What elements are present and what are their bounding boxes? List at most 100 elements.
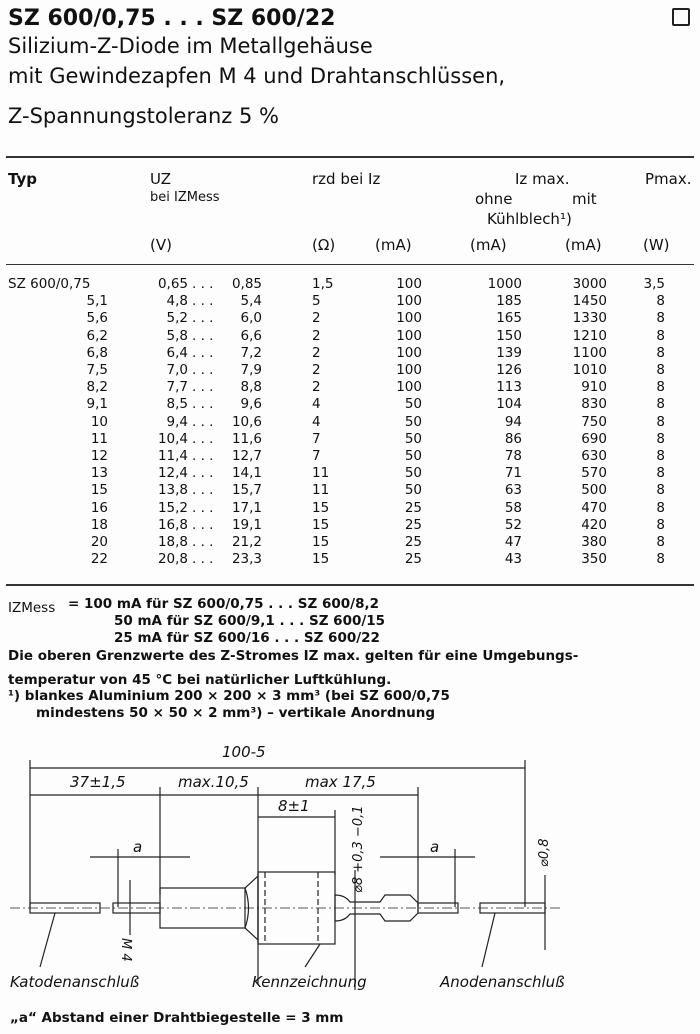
cell-pmax: 8 xyxy=(656,327,665,344)
cell-typ: 5,1 xyxy=(86,293,108,310)
cell-pmax: 8 xyxy=(656,362,665,378)
cell-ohne: 1000 xyxy=(487,276,522,292)
cell-sep: . . . xyxy=(192,327,214,344)
cell-mit: 470 xyxy=(581,499,607,516)
cell-sep: . . . xyxy=(192,379,214,396)
cell-rzd: 11 xyxy=(312,465,330,482)
cell-uz-max: 11,6 xyxy=(231,430,262,447)
cell-uz-min: 18,8 xyxy=(157,534,188,550)
footnote-2: mindestens 50 × 50 × 2 mm³) – vertikale … xyxy=(36,705,435,721)
cell-iz: 100 xyxy=(396,276,422,292)
cell-uz-max: 6,6 xyxy=(240,327,262,344)
cell-pmax: 8 xyxy=(656,430,665,447)
cell-uz-max: 7,2 xyxy=(240,344,262,361)
cell-ohne: 71 xyxy=(504,465,522,482)
dim-total: 100-5 xyxy=(222,743,266,761)
cell-iz: 100 xyxy=(396,293,422,310)
checkbox-icon xyxy=(672,8,690,26)
cell-ohne: 185 xyxy=(496,293,522,310)
cell-mit: 1450 xyxy=(572,293,607,310)
cell-ohne: 104 xyxy=(496,396,522,413)
cell-typ: 6,8 xyxy=(86,344,108,361)
cell-ohne: 78 xyxy=(504,448,522,464)
cell-uz-min: 5,8 xyxy=(166,327,188,344)
dim-a-left: a xyxy=(133,838,142,856)
unit-v: (V) xyxy=(150,236,172,254)
cell-rzd: 11 xyxy=(312,482,330,499)
cell-uz-min: 9,4 xyxy=(166,413,188,430)
cell-rzd: 4 xyxy=(312,413,321,430)
cell-pmax: 8 xyxy=(656,396,665,413)
cell-pmax: 8 xyxy=(656,413,665,430)
cell-ohne: 47 xyxy=(504,534,522,550)
cell-uz-min: 13,8 xyxy=(157,482,188,499)
cell-uz-min: 7,0 xyxy=(166,362,188,378)
dimension-drawing: 100-5 37±1,5 max.10,5 max 17,5 8±1 a a M… xyxy=(10,743,565,991)
cell-uz-max: 17,1 xyxy=(231,499,262,516)
cell-typ: 6,2 xyxy=(86,327,108,344)
label-kennzeichnung: Kennzeichnung xyxy=(252,973,367,991)
cell-uz-min: 12,4 xyxy=(157,465,188,482)
cell-iz: 25 xyxy=(404,534,422,550)
cell-ohne: 63 xyxy=(504,482,522,499)
cell-rzd: 2 xyxy=(312,362,321,378)
header-uz-sub: bei IZMess xyxy=(150,190,220,205)
note-para-1: Die oberen Grenzwerte des Z-Stromes IZ m… xyxy=(8,648,579,664)
cell-mit: 350 xyxy=(581,551,607,568)
unit-w: (W) xyxy=(643,236,670,254)
label-anode: Anodenanschluß xyxy=(439,973,565,991)
cell-mit: 830 xyxy=(581,396,607,413)
cell-iz: 25 xyxy=(404,551,422,568)
note-para-2: temperatur von 45 °C bei natürlicher Luf… xyxy=(8,672,392,688)
cell-sep: . . . xyxy=(192,551,214,568)
unit-ohm: (Ω) xyxy=(312,236,336,254)
header-mit: mit xyxy=(572,190,597,208)
dim-max105: max.10,5 xyxy=(178,773,249,791)
cell-sep: . . . xyxy=(192,534,214,550)
cell-typ: 7,5 xyxy=(86,362,108,378)
cell-typ: 11 xyxy=(90,430,108,447)
cell-pmax: 8 xyxy=(656,499,665,516)
subtitle-line-1: Silizium-Z-Diode im Metallgehäuse xyxy=(8,34,373,58)
dim-m4: M 4 xyxy=(118,938,133,962)
cell-sep: . . . xyxy=(192,276,214,292)
cell-mit: 380 xyxy=(581,534,607,550)
cell-iz: 100 xyxy=(396,327,422,344)
cell-ohne: 58 xyxy=(504,499,522,516)
cell-mit: 910 xyxy=(581,379,607,396)
cell-sep: . . . xyxy=(192,344,214,361)
cell-rzd: 15 xyxy=(312,516,330,533)
cell-mit: 690 xyxy=(581,430,607,447)
cell-rzd: 2 xyxy=(312,344,321,361)
header-iz-max: Iz max. xyxy=(515,170,570,188)
cell-pmax: 3,5 xyxy=(643,276,665,292)
cell-typ: 16 xyxy=(90,499,108,516)
cell-ohne: 94 xyxy=(504,413,522,430)
cell-pmax: 8 xyxy=(656,551,665,568)
cell-uz-min: 16,8 xyxy=(157,516,188,533)
dim-37: 37±1,5 xyxy=(70,773,126,791)
cell-uz-max: 8,8 xyxy=(240,379,262,396)
cell-ohne: 139 xyxy=(496,344,522,361)
cell-uz-max: 9,6 xyxy=(240,396,262,413)
unit-ma-3: (mA) xyxy=(565,236,602,254)
header-rzd: rzd bei Iz xyxy=(312,170,381,188)
cell-uz-min: 0,65 xyxy=(157,276,188,292)
cell-uz-max: 6,0 xyxy=(240,310,262,327)
cell-rzd: 2 xyxy=(312,310,321,327)
cell-typ: 15 xyxy=(90,482,108,499)
cell-mit: 630 xyxy=(581,448,607,464)
izmess-line-2: 50 mA für SZ 600/9,1 . . . SZ 600/15 xyxy=(114,613,386,629)
cell-iz: 50 xyxy=(404,396,422,413)
cell-rzd: 15 xyxy=(312,551,330,568)
cell-typ: 13 xyxy=(90,465,108,482)
cell-uz-max: 12,7 xyxy=(231,448,262,464)
cell-uz-max: 5,4 xyxy=(240,293,262,310)
cell-mit: 570 xyxy=(581,465,607,482)
header-ohne: ohne xyxy=(475,190,513,208)
cell-ohne: 113 xyxy=(496,379,522,396)
cell-mit: 1330 xyxy=(572,310,607,327)
cell-sep: . . . xyxy=(192,413,214,430)
table-top-rule xyxy=(6,156,694,158)
